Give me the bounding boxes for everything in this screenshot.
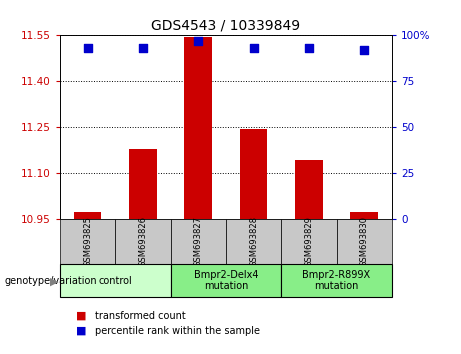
Text: genotype/variation: genotype/variation [5,276,97,286]
Bar [60,264,171,297]
Text: ■: ■ [76,311,87,321]
Point [305,45,313,51]
Text: ■: ■ [76,326,87,336]
Text: GSM693826: GSM693826 [138,216,148,267]
Bar [337,219,392,264]
Bar [350,212,378,219]
Text: GSM693827: GSM693827 [194,216,203,267]
Bar [171,219,226,264]
Text: control: control [98,275,132,286]
Text: Bmpr2-Delx4
mutation: Bmpr2-Delx4 mutation [194,270,258,291]
Bar [115,219,171,264]
Bar [171,264,281,297]
Point [195,38,202,44]
Bar [281,264,392,297]
Title: GDS4543 / 10339849: GDS4543 / 10339849 [151,19,301,33]
Bar [281,219,337,264]
Bar [226,219,281,264]
Bar [240,129,267,219]
Bar [74,212,101,219]
Text: Bmpr2-R899X
mutation: Bmpr2-R899X mutation [302,270,371,291]
Text: GSM693828: GSM693828 [249,216,258,267]
Bar [60,219,115,264]
Point [250,45,257,51]
Text: GSM693825: GSM693825 [83,216,92,267]
Bar [295,160,323,219]
Bar [184,37,212,219]
Text: transformed count: transformed count [95,311,185,321]
Text: GSM693830: GSM693830 [360,216,369,267]
Text: ▶: ▶ [50,276,59,286]
Text: percentile rank within the sample: percentile rank within the sample [95,326,260,336]
Point [361,47,368,53]
Point [84,45,91,51]
Point [139,45,147,51]
Text: GSM693829: GSM693829 [304,216,313,267]
Bar [129,149,157,219]
